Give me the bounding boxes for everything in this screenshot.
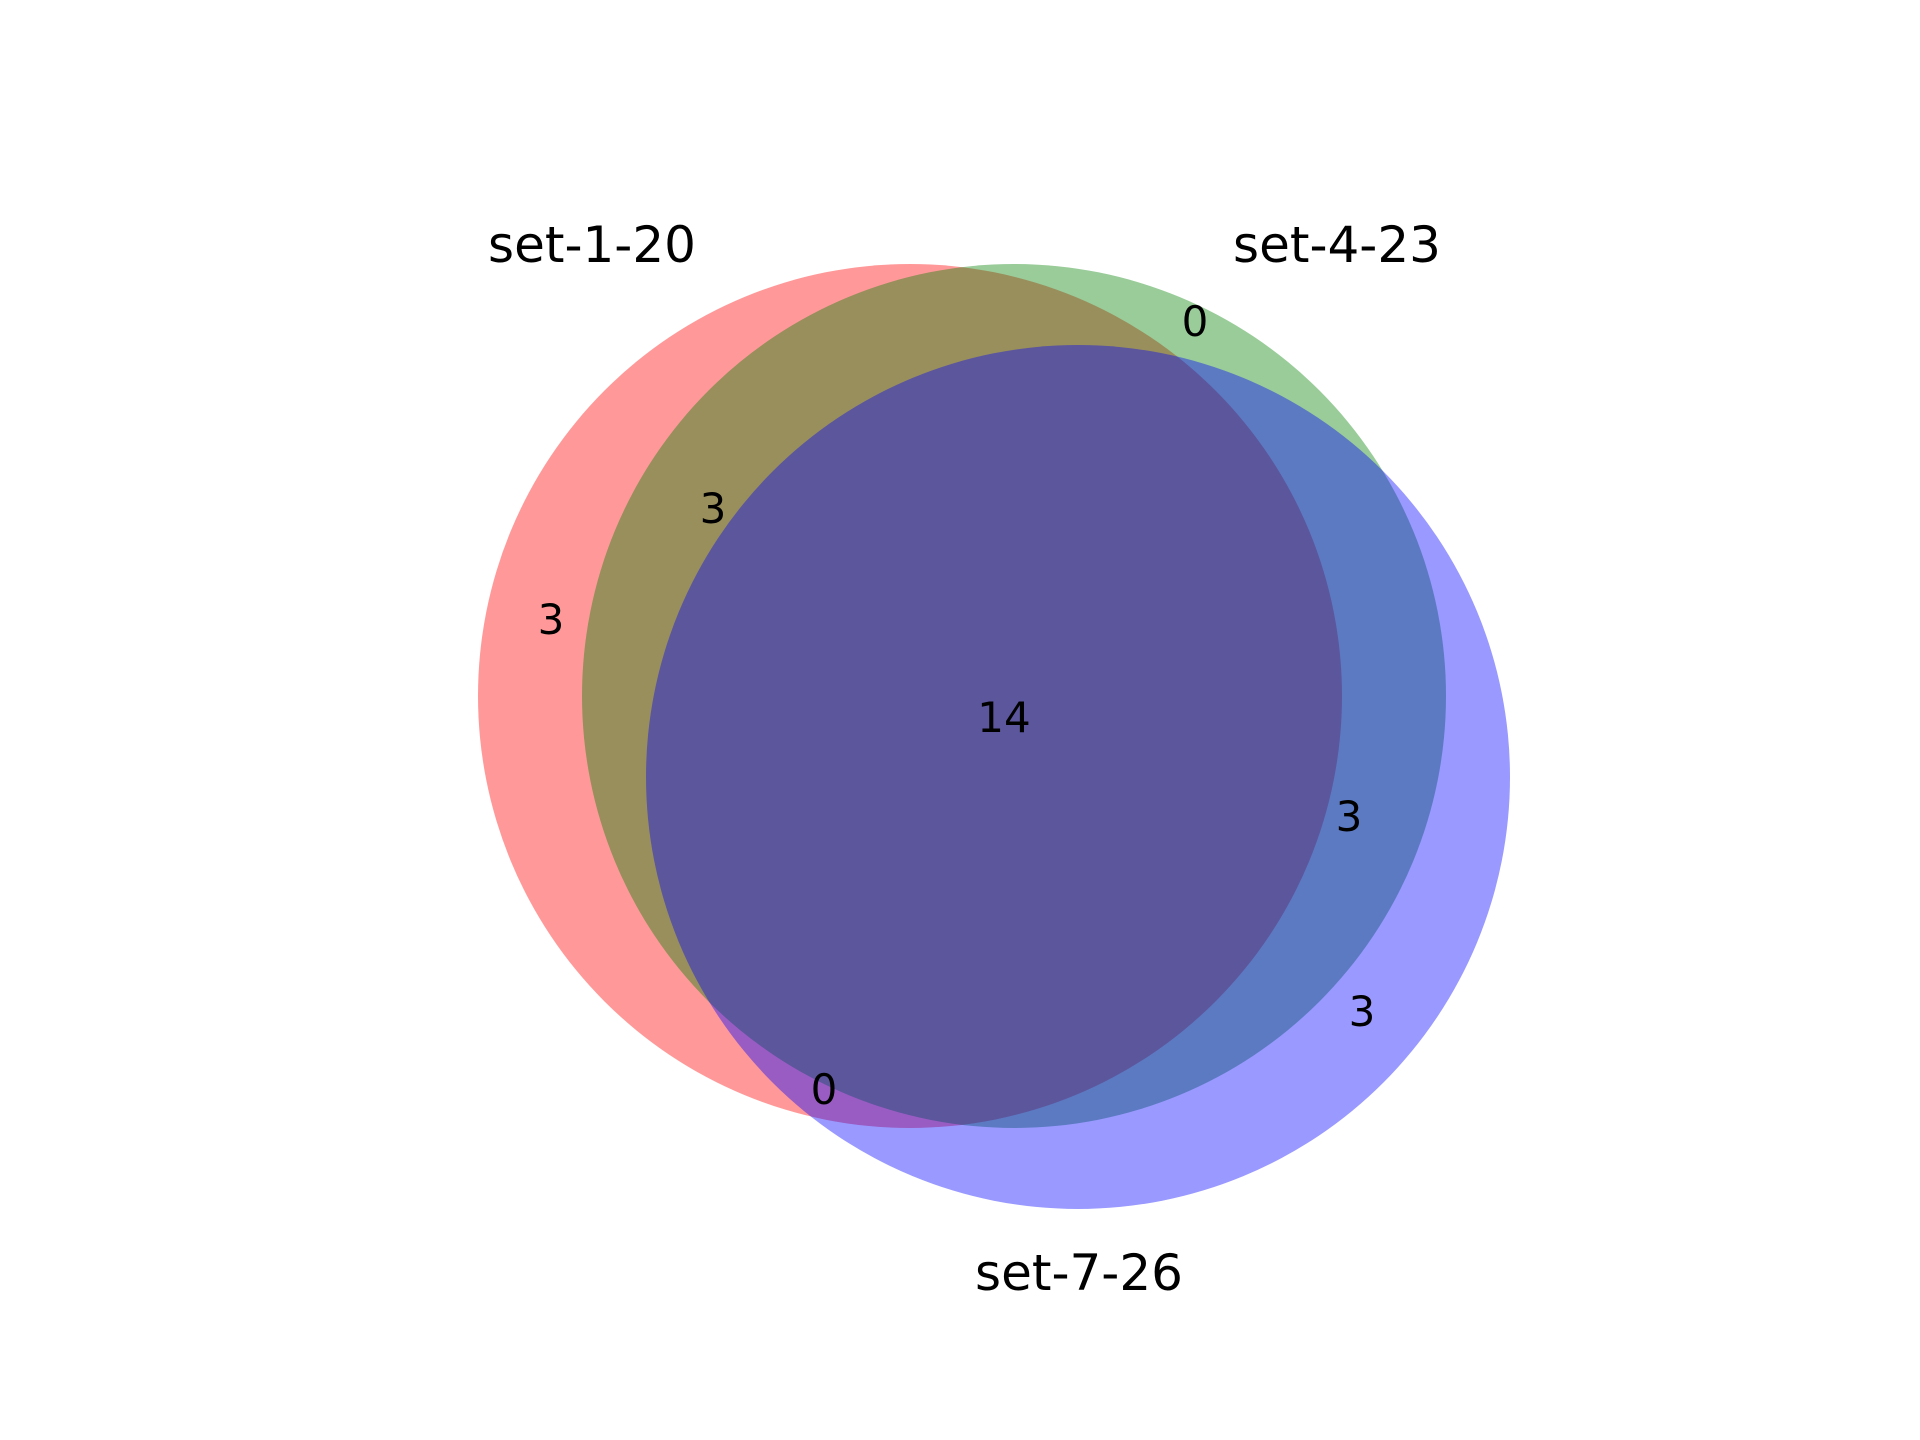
set-circle-set-4-23 — [582, 264, 1446, 1128]
region-labels: 3 0 3 3 0 3 14 — [538, 297, 1376, 1114]
set-label-c: set-7-26 — [975, 1244, 1183, 1302]
set-label-b: set-4-23 — [1233, 216, 1441, 274]
region-count-c-only: 3 — [1349, 987, 1376, 1036]
venn-circles — [478, 264, 1510, 1209]
region-count-ac: 0 — [811, 1065, 838, 1114]
region-count-bc: 3 — [1336, 792, 1363, 841]
region-count-b-only: 0 — [1182, 297, 1209, 346]
region-count-a-only: 3 — [538, 595, 565, 644]
set-circle-set-7-26 — [646, 345, 1510, 1209]
region-count-ab: 3 — [700, 484, 727, 533]
set-circle-set-1-20 — [478, 264, 1342, 1128]
region-count-abc: 14 — [977, 693, 1030, 742]
set-labels: set-1-20 set-4-23 set-7-26 — [488, 216, 1441, 1302]
set-label-a: set-1-20 — [488, 216, 696, 274]
